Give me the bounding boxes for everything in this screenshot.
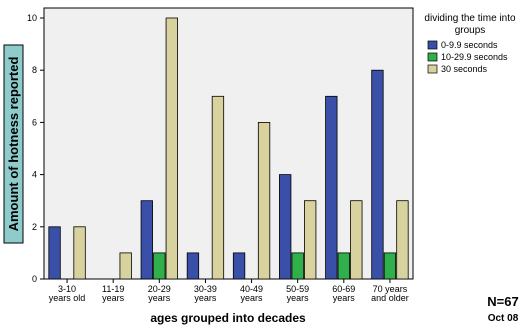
- bar-series-3-cat-1: [73, 226, 86, 280]
- y-axis-title-background: [3, 44, 24, 244]
- y-tick-label-2: 4: [32, 170, 37, 180]
- bar-series-3-cat-6: [304, 200, 317, 280]
- y-tick-label-5: 10: [27, 13, 37, 23]
- bar-series-3-cat-7: [350, 200, 363, 280]
- bar-series-2-cat-8: [383, 252, 397, 280]
- bar-series-3-cat-3: [165, 17, 178, 280]
- bar-series-2-cat-7: [337, 252, 350, 280]
- bar-series-1-cat-6: [279, 174, 292, 280]
- bar-series-3-cat-4: [211, 95, 225, 280]
- legend: dividing the time into groups 0-9.9 seco…: [424, 13, 516, 74]
- bar-series-1-cat-5: [232, 252, 246, 280]
- y-tick-label-3: 6: [32, 117, 37, 127]
- bar-series-2-cat-3: [153, 252, 166, 280]
- bar-series-1-cat-3: [140, 200, 153, 280]
- legend-swatch-series-2: [427, 52, 438, 62]
- y-tick-label-1: 2: [32, 222, 37, 232]
- bar-series-1-cat-7: [325, 95, 338, 280]
- bars-group: [48, 17, 409, 280]
- legend-label-series-2: 10-29.9 seconds: [441, 52, 508, 62]
- x-tick-label-8-line-2: and older: [371, 293, 409, 303]
- bar-series-1-cat-1: [48, 226, 61, 280]
- legend-label-series-1: 0-9.9 seconds: [441, 40, 498, 50]
- date-label: Oct 08: [488, 313, 519, 324]
- x-tick-label-7-line-1: 60-69: [332, 284, 355, 294]
- y-tick-label-4: 8: [32, 65, 37, 75]
- y-axis-title-box: Amount of hotness reported: [3, 44, 24, 244]
- bar-series-3-cat-2: [119, 252, 132, 280]
- legend-swatch-series-3: [427, 64, 438, 74]
- x-axis-title: ages grouped into decades: [150, 311, 306, 325]
- y-axis-title: Amount of hotness reported: [6, 57, 21, 232]
- x-tick-label-2-line-2: years: [102, 293, 125, 303]
- x-tick-label-5-line-1: 40-49: [240, 284, 263, 294]
- legend-title-line-1: dividing the time into: [424, 13, 516, 24]
- x-tick-label-6-line-2: years: [287, 293, 310, 303]
- x-tick-label-4-line-1: 30-39: [194, 284, 217, 294]
- sample-note: N=67 Oct 08: [487, 294, 518, 324]
- y-tick-label-0: 0: [32, 274, 37, 284]
- bar-series-2-cat-6: [291, 252, 304, 280]
- sample-size-label: N=67: [487, 294, 518, 309]
- x-tick-label-3-line-1: 20-29: [148, 284, 171, 294]
- y-axis: 0 2 4 6 8 10: [27, 13, 44, 284]
- x-tick-label-5-line-2: years: [241, 293, 264, 303]
- bar-series-3-cat-8: [396, 200, 409, 280]
- x-tick-label-4-line-2: years: [194, 293, 217, 303]
- legend-label-series-3: 30 seconds: [441, 64, 488, 74]
- bar-series-3-cat-5: [257, 122, 271, 280]
- legend-title-line-2: groups: [455, 25, 486, 36]
- x-tick-label-8-line-1: 70 years: [373, 284, 408, 294]
- bar-series-1-cat-4: [186, 252, 200, 280]
- x-tick-label-2-line-1: 11-19: [102, 284, 124, 294]
- x-tick-label-7-line-2: years: [333, 293, 356, 303]
- x-tick-label-6-line-1: 50-59: [286, 284, 309, 294]
- x-tick-label-1-line-2: years old: [49, 293, 86, 303]
- legend-swatch-series-1: [427, 40, 438, 50]
- bar-series-1-cat-8: [371, 69, 384, 280]
- x-tick-label-1-line-1: 3-10: [58, 284, 76, 294]
- x-tick-label-3-line-2: years: [148, 293, 171, 303]
